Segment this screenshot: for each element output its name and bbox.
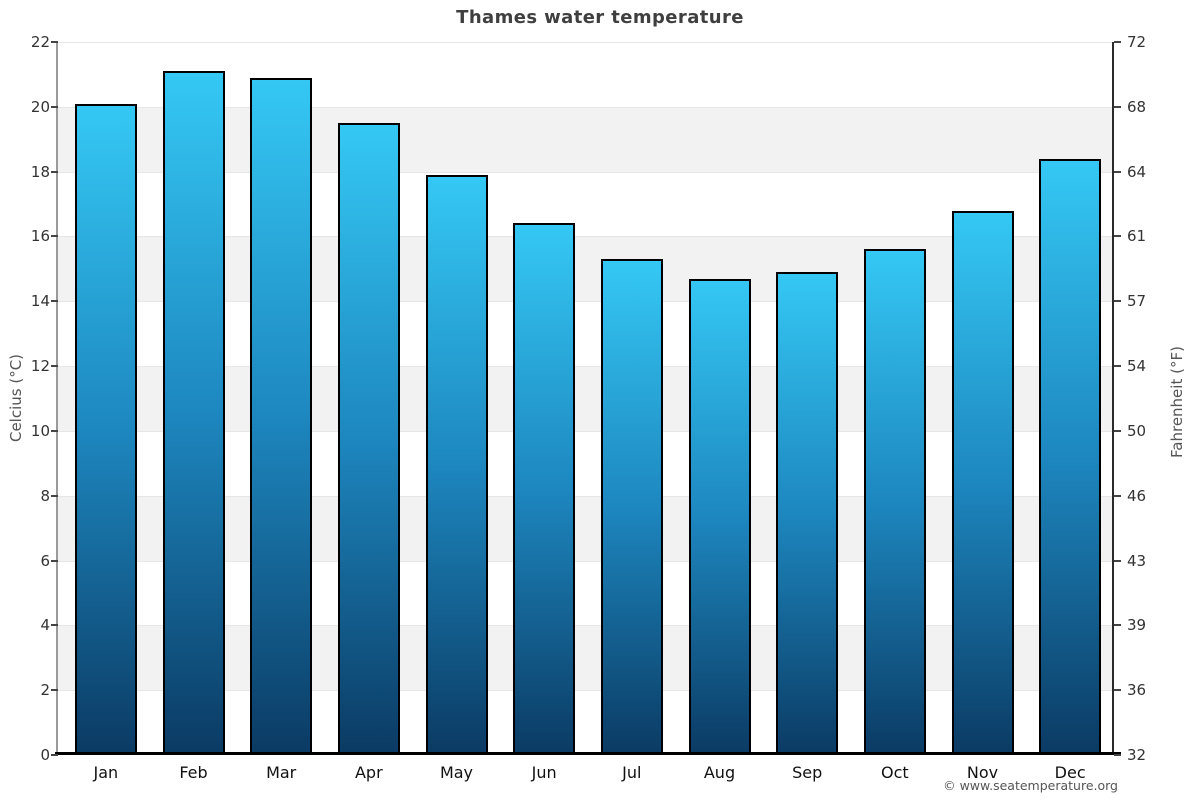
bar-nov[interactable]: [951, 210, 1014, 755]
y-tick-label-fahrenheit-64: 64: [1127, 162, 1147, 181]
gridline: [58, 690, 1113, 692]
y-axis-line-left: [56, 42, 58, 755]
gridline: [58, 236, 1113, 238]
grid-band: [58, 495, 1113, 561]
y-tick-label-fahrenheit-57: 57: [1127, 292, 1147, 311]
bar-feb[interactable]: [162, 71, 225, 755]
y-tick-mark-left: [51, 365, 58, 368]
y-tick-mark-right: [1114, 105, 1121, 108]
y-tick-mark-left: [51, 170, 58, 173]
y-tick-label-fahrenheit-68: 68: [1127, 97, 1147, 116]
y-tick-label-fahrenheit-72: 72: [1127, 33, 1147, 51]
y-tick-label-fahrenheit-43: 43: [1127, 551, 1147, 570]
gridline: [58, 106, 1113, 108]
bar-oct[interactable]: [863, 249, 926, 755]
x-label-aug: Aug: [703, 763, 736, 782]
y-tick-label-celsius-10: 10: [30, 421, 50, 440]
grid-band: [58, 236, 1113, 302]
y-tick-mark-left: [51, 235, 58, 238]
x-label-jun: Jun: [531, 763, 557, 782]
chart-title: Thames water temperature: [456, 7, 744, 28]
y-tick-label-fahrenheit-32: 32: [1127, 746, 1147, 764]
y-tick-mark-left: [51, 754, 58, 756]
y-tick-mark-left: [51, 105, 58, 108]
y-tick-label-celsius-0: 0: [40, 746, 50, 764]
grid-band: [58, 106, 1113, 172]
bar-jan[interactable]: [74, 103, 137, 755]
y-tick-label-celsius-16: 16: [30, 227, 50, 246]
x-label-jan: Jan: [93, 763, 119, 782]
x-label-may: May: [439, 763, 474, 782]
bar-may[interactable]: [425, 174, 488, 755]
y-tick-mark-right: [1114, 365, 1121, 368]
y-tick-mark-right: [1114, 494, 1121, 497]
y-axis-title-fahrenheit: Fahrenheit (°F): [1168, 346, 1186, 458]
gridline: [58, 625, 1113, 627]
y-tick-mark-left: [51, 494, 58, 497]
gridline: [58, 560, 1113, 562]
gridline: [58, 366, 1113, 368]
y-tick-label-fahrenheit-54: 54: [1127, 357, 1147, 376]
y-tick-mark-right: [1114, 624, 1121, 627]
y-tick-mark-right: [1114, 689, 1121, 692]
bar-apr[interactable]: [337, 123, 400, 755]
y-tick-mark-right: [1114, 754, 1121, 756]
y-tick-mark-left: [51, 429, 58, 432]
y-tick-label-fahrenheit-36: 36: [1127, 681, 1147, 700]
y-tick-mark-left: [51, 689, 58, 692]
x-label-sep: Sep: [792, 763, 823, 782]
y-tick-label-celsius-20: 20: [30, 97, 50, 116]
gridline: [58, 42, 1113, 43]
y-tick-mark-right: [1114, 41, 1121, 43]
y-tick-mark-right: [1114, 170, 1121, 173]
x-label-nov: Nov: [966, 763, 999, 782]
y-tick-mark-left: [51, 300, 58, 303]
x-label-oct: Oct: [880, 763, 909, 782]
bar-dec[interactable]: [1039, 158, 1102, 755]
y-tick-label-celsius-22: 22: [30, 33, 50, 51]
y-tick-mark-right: [1114, 235, 1121, 238]
bar-aug[interactable]: [688, 278, 751, 755]
y-axis-line-right: [1112, 42, 1114, 755]
y-tick-label-fahrenheit-46: 46: [1127, 486, 1147, 505]
y-tick-label-celsius-18: 18: [30, 162, 50, 181]
y-tick-label-fahrenheit-39: 39: [1127, 616, 1147, 635]
y-tick-mark-left: [51, 41, 58, 43]
credits-link[interactable]: © www.seatemperature.org: [943, 778, 1118, 793]
gridline: [58, 301, 1113, 303]
y-tick-mark-right: [1114, 429, 1121, 432]
y-tick-label-celsius-8: 8: [40, 486, 50, 505]
y-tick-label-fahrenheit-61: 61: [1127, 227, 1147, 246]
grid-band: [58, 366, 1113, 431]
bar-sep[interactable]: [776, 272, 839, 755]
x-label-dec: Dec: [1054, 763, 1086, 782]
x-axis-line: [55, 752, 1121, 755]
grid-band: [58, 625, 1113, 691]
x-label-feb: Feb: [179, 763, 208, 782]
y-tick-mark-right: [1114, 559, 1121, 562]
y-tick-label-celsius-4: 4: [40, 616, 50, 635]
x-label-mar: Mar: [266, 763, 297, 782]
y-tick-label-celsius-6: 6: [40, 551, 50, 570]
bar-mar[interactable]: [250, 77, 313, 755]
y-tick-mark-left: [51, 624, 58, 627]
y-tick-label-celsius-12: 12: [30, 357, 50, 376]
bar-jun[interactable]: [513, 223, 576, 755]
bar-jul[interactable]: [600, 259, 663, 755]
y-tick-label-celsius-2: 2: [40, 681, 50, 700]
x-label-apr: Apr: [354, 763, 383, 782]
y-tick-mark-right: [1114, 300, 1121, 303]
y-tick-label-fahrenheit-50: 50: [1127, 421, 1147, 440]
y-tick-label-celsius-14: 14: [30, 292, 50, 311]
gridline: [58, 495, 1113, 497]
y-tick-mark-left: [51, 559, 58, 562]
gridline: [58, 171, 1113, 173]
y-axis-title-celsius: Celcius (°C): [7, 353, 25, 443]
x-label-jul: Jul: [622, 763, 642, 782]
gridline: [58, 430, 1113, 432]
